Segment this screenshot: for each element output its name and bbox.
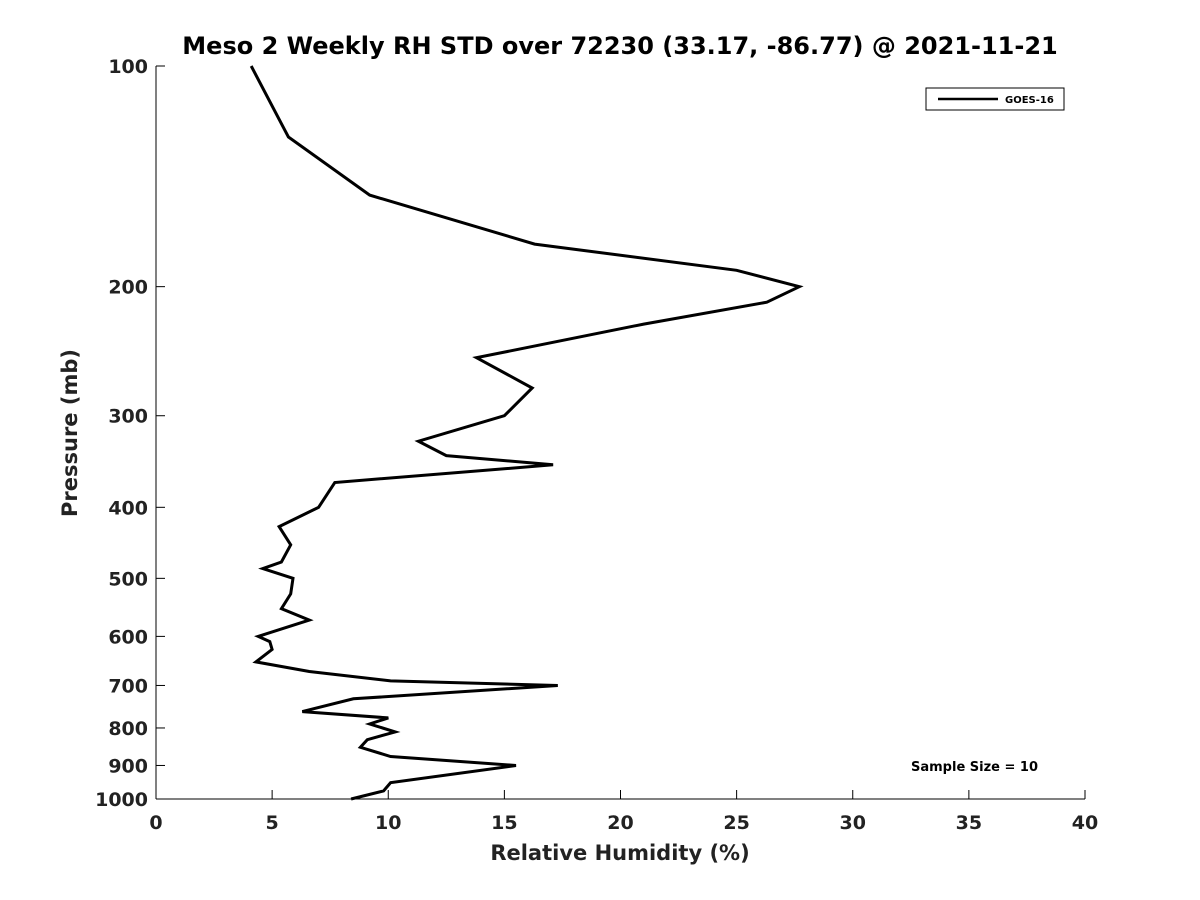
x-tick-label: 35 [956,812,982,834]
x-tick-label: 0 [149,812,162,834]
y-axis-label: Pressure (mb) [58,349,82,517]
x-tick-label: 30 [840,812,866,834]
x-tick-label: 25 [723,812,749,834]
plot-area-frame [156,66,1085,799]
x-tick-label: 15 [491,812,517,834]
y-tick-label: 1000 [95,789,148,811]
y-tick-label: 800 [108,718,148,740]
x-axis-label: Relative Humidity (%) [490,841,749,865]
x-axis: 0 5 10 15 20 25 30 35 40 [149,790,1098,834]
y-tick-label: 200 [108,277,148,299]
y-tick-label: 600 [108,626,148,648]
series-line-goes-16 [249,65,804,801]
series-layer [249,65,804,801]
chart-title: Meso 2 Weekly RH STD over 72230 (33.17, … [182,32,1057,60]
x-tick-label: 40 [1072,812,1098,834]
y-tick-label: 900 [108,755,148,777]
y-tick-label: 300 [108,406,148,428]
y-axis: 100 200 300 400 500 600 700 800 900 1000 [95,56,165,811]
y-tick-label: 400 [108,497,148,519]
x-tick-label: 10 [375,812,401,834]
sample-size-annotation: Sample Size = 10 [911,760,1038,775]
y-tick-label: 700 [108,675,148,697]
y-tick-label: 100 [108,56,148,78]
legend-label-goes-16: GOES-16 [1005,95,1054,106]
x-tick-label: 20 [607,812,633,834]
legend: GOES-16 [925,87,1065,111]
y-tick-label: 500 [108,568,148,590]
x-tick-label: 5 [266,812,279,834]
